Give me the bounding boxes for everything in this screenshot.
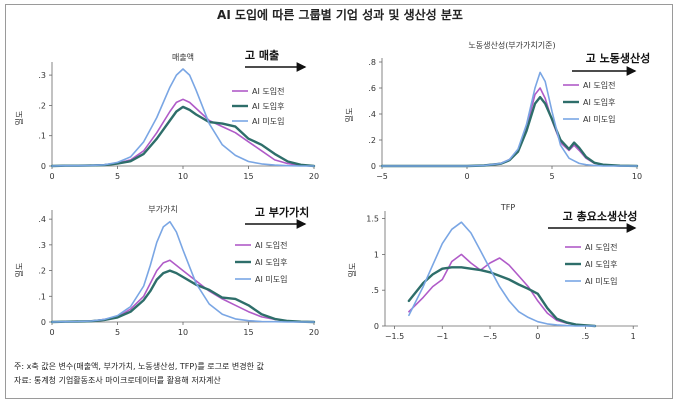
x-tick-label: −1.5 <box>385 332 404 341</box>
y-tick-label: 1.5 <box>366 215 379 224</box>
x-tick-label: 0 <box>535 332 540 341</box>
y-tick-label: 1 <box>374 250 379 259</box>
legend-label: AI 도입후 <box>583 98 615 107</box>
y-tick-label: .2 <box>38 267 46 276</box>
y-tick-label: .5 <box>371 286 379 295</box>
y-axis-label: 밀도 <box>345 108 354 123</box>
x-tick-label: 20 <box>309 172 319 181</box>
x-tick-label: 10 <box>178 328 188 337</box>
x-tick-label: −.5 <box>483 332 497 341</box>
y-axis-label: 밀도 <box>15 263 24 278</box>
legend-label: AI 미도입 <box>252 117 284 126</box>
panel-subtitle: TFP <box>500 203 515 212</box>
x-tick-label: 5 <box>115 328 120 337</box>
panel-caption: 고 노동생산성 <box>586 51 651 65</box>
x-tick-label: 1 <box>631 332 636 341</box>
panel-caption: 고 매출 <box>245 48 279 62</box>
legend-label: AI 미도입 <box>583 115 615 124</box>
series-line-none <box>408 221 596 327</box>
y-tick-label: .1 <box>38 292 46 301</box>
legend-label: AI 도입후 <box>255 258 287 267</box>
notes-block: 주: x축 값은 변수(매출액, 부가가치, 노동생산성, TFP)를 로그로 … <box>14 360 264 388</box>
y-tick-label: .4 <box>368 110 376 119</box>
series-line-none <box>51 68 315 167</box>
y-axis-label: 밀도 <box>15 111 24 126</box>
y-tick-label: 0 <box>374 322 379 331</box>
series-line-before <box>51 259 315 323</box>
x-tick-label: 10 <box>632 172 642 181</box>
x-tick-label: 0 <box>49 172 54 181</box>
y-tick-label: .1 <box>38 132 46 141</box>
series-line-after <box>50 105 316 168</box>
legend-label: AI 미도입 <box>585 277 617 286</box>
y-tick-label: 0 <box>41 162 46 171</box>
x-tick-label: −5 <box>376 172 388 181</box>
y-tick-label: 0 <box>41 318 46 327</box>
y-tick-label: .2 <box>368 136 376 145</box>
x-tick-label: 0 <box>49 328 54 337</box>
legend-label: AI 도입전 <box>583 80 615 90</box>
series-line-none <box>51 220 315 323</box>
panel-caption: 고 부가가치 <box>255 205 309 219</box>
y-tick-label: .3 <box>38 71 46 80</box>
x-tick-label: 20 <box>309 328 319 337</box>
series-line-after <box>380 95 639 168</box>
x-tick-label: 15 <box>243 172 253 181</box>
y-axis-label: 밀도 <box>348 263 357 278</box>
figure-frame <box>5 4 673 399</box>
series-line-after <box>407 266 597 328</box>
note-text: 주: x축 값은 변수(매출액, 부가가치, 노동생산성, TFP)를 로그로 … <box>14 362 264 371</box>
x-tick-label: 15 <box>243 328 253 337</box>
y-tick-label: .3 <box>38 241 46 250</box>
panel-caption: 고 총요소생산성 <box>563 209 638 223</box>
legend-label: AI 도입전 <box>585 242 617 252</box>
panel-subtitle: 매출액 <box>172 52 194 62</box>
x-tick-label: 5 <box>115 172 120 181</box>
x-tick-label: 0 <box>464 172 469 181</box>
legend-label: AI 도입전 <box>255 240 287 250</box>
y-tick-label: .8 <box>368 58 376 67</box>
series-line-none <box>381 71 638 167</box>
y-tick-label: .2 <box>38 101 46 110</box>
x-tick-label: 5 <box>549 172 554 181</box>
panel-subtitle: 노동생산성(부가가치기준) <box>468 40 555 50</box>
y-tick-label: .6 <box>368 84 376 93</box>
x-tick-label: −1 <box>436 332 448 341</box>
figure-title: AI 도입에 따른 그룹별 기업 성과 및 생산성 분포 <box>217 8 463 22</box>
legend-label: AI 도입전 <box>252 86 284 96</box>
legend-label: AI 도입후 <box>585 260 617 269</box>
x-tick-label: 10 <box>178 172 188 181</box>
x-tick-label: .5 <box>582 332 590 341</box>
y-tick-label: .4 <box>38 215 46 224</box>
panel-subtitle: 부가가치 <box>148 205 177 214</box>
y-tick-label: 0 <box>371 162 376 171</box>
source-text: 자료: 통계청 기업활동조사 마이크로데이터를 활용해 저자계산 <box>14 376 221 385</box>
legend-label: AI 미도입 <box>255 275 287 284</box>
legend-label: AI 도입후 <box>252 102 284 111</box>
